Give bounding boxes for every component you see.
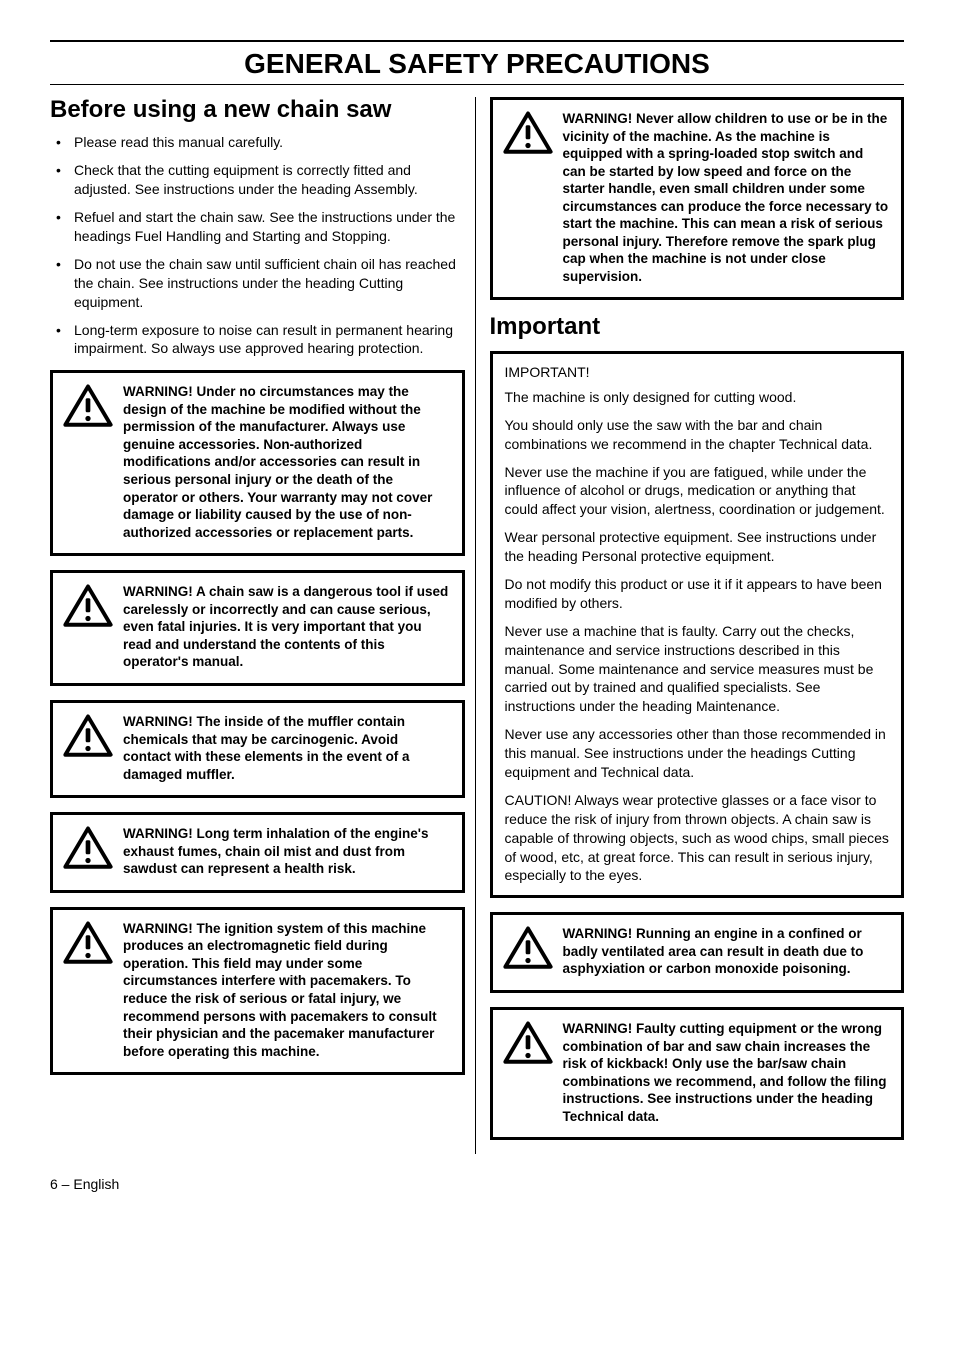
warning-text: WARNING! Under no circumstances may the … <box>123 383 450 541</box>
list-item: Please read this manual carefully. <box>50 133 465 152</box>
warning-box: WARNING! Faulty cutting equipment or the… <box>490 1007 905 1140</box>
warning-text: WARNING! The inside of the muffler conta… <box>123 713 450 783</box>
right-column: WARNING! Never allow children to use or … <box>490 97 905 1154</box>
important-box: IMPORTANT! The machine is only designed … <box>490 351 905 898</box>
warning-triangle-icon <box>63 583 113 629</box>
before-using-list: Please read this manual carefully. Check… <box>50 133 465 358</box>
important-heading: IMPORTANT! <box>505 364 890 380</box>
warning-box: WARNING! Running an engine in a confined… <box>490 912 905 993</box>
page-footer: 6 – English <box>50 1176 904 1192</box>
important-para: Do not modify this product or use it if … <box>505 575 890 613</box>
section-title-before-using: Before using a new chain saw <box>50 97 465 123</box>
list-item: Do not use the chain saw until sufficien… <box>50 255 465 312</box>
important-para: Never use a machine that is faulty. Carr… <box>505 622 890 716</box>
important-para: Wear personal protective equipment. See … <box>505 528 890 566</box>
warning-box: WARNING! The ignition system of this mac… <box>50 907 465 1075</box>
warning-box: WARNING! Never allow children to use or … <box>490 97 905 300</box>
list-item: Refuel and start the chain saw. See the … <box>50 208 465 246</box>
warning-text: WARNING! Long term inhalation of the eng… <box>123 825 450 878</box>
list-item: Check that the cutting equipment is corr… <box>50 161 465 199</box>
list-item: Long-term exposure to noise can result i… <box>50 321 465 359</box>
warning-text: WARNING! The ignition system of this mac… <box>123 920 450 1060</box>
warning-triangle-icon <box>503 110 553 156</box>
warning-text: WARNING! A chain saw is a dangerous tool… <box>123 583 450 671</box>
two-column-layout: Before using a new chain saw Please read… <box>50 97 904 1154</box>
warning-text: WARNING! Faulty cutting equipment or the… <box>563 1020 890 1125</box>
warning-triangle-icon <box>63 383 113 429</box>
important-para: Never use the machine if you are fatigue… <box>505 463 890 520</box>
warning-box: WARNING! The inside of the muffler conta… <box>50 700 465 798</box>
warning-triangle-icon <box>63 920 113 966</box>
top-rule <box>50 40 904 42</box>
important-para: The machine is only designed for cutting… <box>505 388 890 407</box>
warning-text: WARNING! Running an engine in a confined… <box>563 925 890 978</box>
warning-triangle-icon <box>503 925 553 971</box>
important-para: Never use any accessories other than tho… <box>505 725 890 782</box>
warning-triangle-icon <box>503 1020 553 1066</box>
warning-text: WARNING! Never allow children to use or … <box>563 110 890 285</box>
warning-box: WARNING! A chain saw is a dangerous tool… <box>50 570 465 686</box>
section-title-important: Important <box>490 314 905 340</box>
warning-box: WARNING! Under no circumstances may the … <box>50 370 465 556</box>
important-para: You should only use the saw with the bar… <box>505 416 890 454</box>
warning-triangle-icon <box>63 713 113 759</box>
warning-triangle-icon <box>63 825 113 871</box>
warning-box: WARNING! Long term inhalation of the eng… <box>50 812 465 893</box>
important-para: CAUTION! Always wear protective glasses … <box>505 791 890 885</box>
page-title: GENERAL SAFETY PRECAUTIONS <box>50 48 904 80</box>
left-column: Before using a new chain saw Please read… <box>50 97 476 1154</box>
title-underline <box>50 84 904 85</box>
